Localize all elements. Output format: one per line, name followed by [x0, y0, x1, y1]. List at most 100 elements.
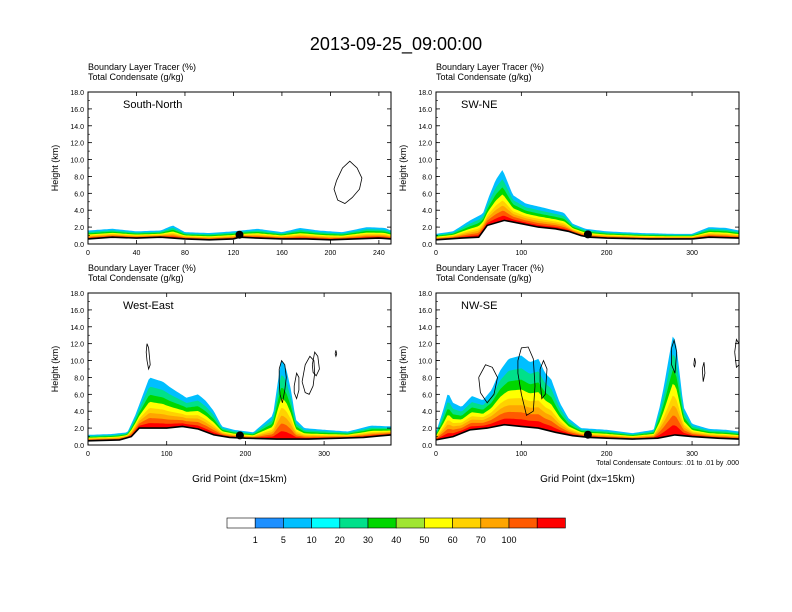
- condensate-contour: [734, 338, 739, 369]
- terrain-fill: [436, 220, 739, 244]
- colorbar-swatch: [339, 517, 369, 529]
- y-tick-label: 8.0: [422, 375, 432, 382]
- colorbar-label: 20: [335, 535, 345, 545]
- x-tick-label: 0: [434, 250, 438, 257]
- colorbar: 1 5 10 20 30 40 50 60 70 100: [226, 517, 566, 545]
- condensate-contour: [693, 357, 696, 368]
- y-tick-label: 2.0: [422, 225, 432, 232]
- condensate-contour: [517, 346, 536, 417]
- y-axis-label: Height (km): [50, 145, 60, 192]
- y-tick-label: 0.0: [74, 443, 84, 450]
- x-tick-label: 40: [133, 250, 141, 257]
- tracer-field: [88, 343, 391, 445]
- panel-header-line: Total Condensate (g/kg): [88, 72, 184, 82]
- y-tick-label: 10.0: [418, 359, 432, 366]
- terrain-line: [436, 423, 739, 441]
- terrain-line: [88, 425, 391, 442]
- terrain-fill: [88, 426, 391, 445]
- x-tick-label: 160: [276, 250, 288, 257]
- y-tick-label: 8.0: [74, 174, 84, 181]
- panel-header-line: Total Condensate (g/kg): [436, 72, 532, 82]
- x-tick-label: 200: [601, 250, 613, 257]
- panel-bottom-left: Boundary Layer Tracer (%)Total Condensat…: [50, 263, 392, 485]
- colorbar-label: 50: [419, 535, 429, 545]
- condensate-contour: [311, 351, 320, 377]
- panel-header-line: Total Condensate (g/kg): [88, 273, 184, 283]
- panel-top-left: Boundary Layer Tracer (%)Total Condensat…: [50, 62, 392, 257]
- condensate-contour: [671, 338, 678, 374]
- y-tick-label: 18.0: [418, 90, 432, 97]
- y-tick-label: 8.0: [74, 375, 84, 382]
- y-tick-label: 0.0: [422, 242, 432, 249]
- x-tick-label: 100: [516, 451, 528, 458]
- panel-header-line: Total Condensate (g/kg): [436, 273, 532, 283]
- colorbar-swatch: [395, 517, 425, 529]
- y-tick-label: 12.0: [418, 141, 432, 148]
- colorbar-label: 1: [253, 535, 258, 545]
- x-axis-label: Grid Point (dx=15km): [540, 474, 635, 485]
- location-marker: [235, 230, 244, 239]
- colorbar-swatch: [226, 517, 256, 529]
- panel-header-line: Boundary Layer Tracer (%): [88, 263, 196, 273]
- y-tick-label: 2.0: [422, 426, 432, 433]
- condensate-contour: [334, 350, 338, 358]
- condensate-contour: [278, 359, 287, 403]
- tracer-field: [88, 160, 391, 244]
- panel-top-right: Boundary Layer Tracer (%)Total Condensat…: [398, 62, 740, 257]
- panel-label: South-North: [123, 99, 182, 111]
- y-tick-label: 12.0: [70, 342, 84, 349]
- location-marker: [235, 431, 244, 440]
- condensate-contour: [145, 343, 151, 371]
- condensate-contour: [539, 359, 548, 400]
- x-tick-label: 300: [686, 250, 698, 257]
- x-tick-label: 0: [86, 250, 90, 257]
- condensate-contour: [333, 160, 363, 204]
- y-tick-label: 0.0: [422, 443, 432, 450]
- panel-label: SW-NE: [461, 99, 497, 111]
- y-tick-label: 2.0: [74, 426, 84, 433]
- y-tick-label: 2.0: [74, 225, 84, 232]
- y-tick-label: 6.0: [74, 392, 84, 399]
- terrain-fill: [88, 237, 391, 244]
- panel-label: NW-SE: [461, 300, 497, 312]
- y-tick-label: 16.0: [70, 308, 84, 315]
- terrain-line: [436, 219, 739, 241]
- y-tick-label: 14.0: [418, 124, 432, 131]
- panel-header-line: Boundary Layer Tracer (%): [436, 263, 544, 273]
- y-tick-label: 14.0: [70, 124, 84, 131]
- y-tick-label: 10.0: [70, 359, 84, 366]
- x-tick-label: 0: [86, 451, 90, 458]
- colorbar-swatch: [536, 517, 566, 529]
- x-tick-label: 240: [373, 250, 385, 257]
- colorbar-swatch: [424, 517, 453, 529]
- y-tick-label: 14.0: [418, 325, 432, 332]
- y-tick-label: 8.0: [422, 174, 432, 181]
- colorbar-label: 70: [476, 535, 486, 545]
- x-tick-label: 0: [434, 451, 438, 458]
- terrain-fill: [436, 424, 739, 445]
- x-tick-label: 100: [161, 451, 173, 458]
- x-tick-label: 300: [686, 451, 698, 458]
- y-tick-label: 0.0: [74, 242, 84, 249]
- y-tick-label: 12.0: [70, 141, 84, 148]
- location-marker: [583, 230, 592, 239]
- x-tick-label: 300: [318, 451, 330, 458]
- colorbar-label: 30: [363, 535, 373, 545]
- y-tick-label: 16.0: [418, 107, 432, 114]
- x-axis-label: Grid Point (dx=15km): [192, 474, 287, 485]
- y-tick-label: 4.0: [422, 208, 432, 215]
- colorbar-swatch: [367, 517, 397, 529]
- location-marker: [583, 430, 592, 439]
- x-tick-label: 200: [325, 250, 337, 257]
- contour-note: Total Condensate Contours: .01 to .01 by…: [596, 460, 739, 467]
- colorbar-swatch: [311, 517, 341, 529]
- condensate-contour: [701, 362, 706, 382]
- x-tick-label: 80: [181, 250, 189, 257]
- colorbar-swatch: [480, 517, 510, 529]
- plot-frame: [87, 91, 392, 245]
- y-tick-label: 16.0: [70, 107, 84, 114]
- y-tick-label: 18.0: [418, 291, 432, 298]
- tracer-field: [436, 170, 739, 244]
- y-tick-label: 4.0: [74, 409, 84, 416]
